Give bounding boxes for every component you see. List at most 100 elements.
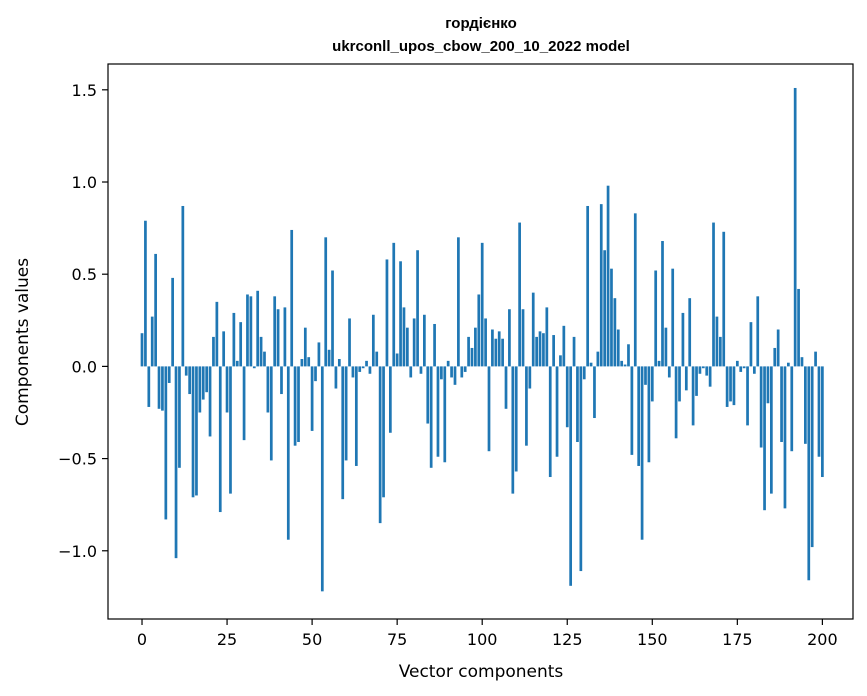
bar-9 bbox=[171, 277, 174, 367]
y-axis-label: Components values bbox=[13, 258, 33, 426]
bar-127 bbox=[572, 336, 576, 367]
bar-144 bbox=[630, 366, 634, 455]
bar-67 bbox=[368, 366, 372, 374]
chart-title-line2: ukrconll_upos_cbow_200_10_2022 model bbox=[332, 38, 630, 55]
bar-189 bbox=[783, 366, 787, 509]
bar-166 bbox=[705, 366, 709, 376]
bar-193 bbox=[797, 288, 800, 367]
bar-150 bbox=[650, 366, 654, 402]
bar-7 bbox=[164, 366, 168, 520]
bar-174 bbox=[732, 366, 736, 406]
bar-2 bbox=[147, 366, 151, 407]
bar-177 bbox=[742, 366, 746, 369]
y-tick-label: −1.0 bbox=[58, 542, 97, 561]
bar-30 bbox=[242, 366, 246, 441]
bar-109 bbox=[511, 366, 515, 494]
bar-65 bbox=[361, 366, 365, 369]
bar-34 bbox=[256, 290, 260, 367]
y-axis-ticks: −1.0 −0.5 0.0 0.5 1.0 1.5 bbox=[58, 81, 108, 561]
bar-125 bbox=[565, 366, 569, 428]
plot-frame bbox=[107, 63, 854, 620]
bar-163 bbox=[695, 366, 698, 396]
bar-99 bbox=[477, 294, 481, 367]
bar-11 bbox=[178, 366, 181, 468]
bar-173 bbox=[729, 366, 732, 402]
bar-57 bbox=[334, 366, 338, 389]
x-axis-ticks: 0 25 50 75 100 125 150 175 200 bbox=[137, 619, 838, 649]
bar-85 bbox=[429, 366, 433, 468]
bar-116 bbox=[535, 336, 538, 367]
bar-132 bbox=[589, 362, 593, 367]
bar-18 bbox=[201, 366, 205, 400]
bar-188 bbox=[780, 366, 783, 442]
bar-55 bbox=[327, 349, 331, 367]
bar-131 bbox=[586, 205, 590, 367]
bar-98 bbox=[474, 327, 477, 367]
bar-71 bbox=[382, 366, 385, 498]
bar-1 bbox=[144, 220, 147, 367]
bar-42 bbox=[283, 307, 287, 367]
bar-12 bbox=[181, 205, 185, 367]
bar-200 bbox=[821, 366, 824, 478]
bar-130 bbox=[582, 366, 586, 380]
bar-77 bbox=[402, 307, 406, 367]
bar-56 bbox=[331, 270, 334, 367]
bar-88 bbox=[440, 366, 443, 380]
bar-199 bbox=[817, 366, 821, 457]
bar-59 bbox=[341, 366, 345, 500]
bar-170 bbox=[718, 336, 722, 367]
bar-90 bbox=[446, 360, 450, 367]
bar-81 bbox=[416, 250, 419, 367]
bar-10 bbox=[174, 366, 178, 559]
bar-86 bbox=[433, 323, 436, 367]
bar-129 bbox=[579, 366, 583, 572]
y-tick-label: 1.0 bbox=[72, 173, 97, 192]
x-tick-label: 100 bbox=[467, 630, 498, 649]
bar-168 bbox=[712, 222, 715, 367]
bar-51 bbox=[314, 366, 317, 382]
bar-61 bbox=[348, 318, 351, 367]
bar-68 bbox=[371, 314, 375, 367]
bar-169 bbox=[715, 316, 719, 367]
bar-107 bbox=[504, 366, 508, 409]
bar-79 bbox=[409, 366, 413, 378]
bar-54 bbox=[324, 237, 328, 367]
bar-33 bbox=[252, 366, 256, 369]
bar-111 bbox=[518, 222, 521, 367]
x-tick-label: 150 bbox=[637, 630, 668, 649]
bar-78 bbox=[406, 327, 409, 367]
bar-108 bbox=[508, 309, 511, 367]
x-tick-label: 200 bbox=[807, 630, 838, 649]
bar-72 bbox=[385, 259, 389, 367]
bar-192 bbox=[793, 87, 797, 367]
bar-49 bbox=[307, 357, 311, 367]
bar-104 bbox=[494, 338, 498, 367]
bar-41 bbox=[280, 366, 283, 395]
bar-112 bbox=[521, 309, 525, 367]
bar-19 bbox=[205, 366, 209, 393]
bar-141 bbox=[620, 360, 624, 367]
bar-26 bbox=[229, 366, 232, 494]
bar-84 bbox=[426, 366, 430, 424]
bar-178 bbox=[746, 366, 749, 426]
bar-167 bbox=[708, 366, 712, 387]
bar-121 bbox=[552, 335, 555, 367]
bar-194 bbox=[800, 357, 804, 367]
bar-73 bbox=[388, 366, 392, 433]
bar-171 bbox=[722, 231, 726, 367]
bar-164 bbox=[698, 366, 702, 374]
bar-52 bbox=[317, 342, 321, 367]
chart-title-line1: гордієнко bbox=[445, 15, 517, 32]
bars-group bbox=[140, 87, 824, 592]
bar-172 bbox=[725, 366, 729, 407]
bar-134 bbox=[596, 351, 600, 367]
bar-100 bbox=[480, 242, 484, 367]
bar-183 bbox=[763, 366, 766, 511]
bar-181 bbox=[756, 296, 760, 367]
bar-24 bbox=[222, 331, 226, 367]
y-tick-label: −0.5 bbox=[58, 450, 97, 469]
bar-50 bbox=[310, 366, 314, 431]
bar-45 bbox=[293, 366, 297, 446]
bar-47 bbox=[300, 359, 304, 367]
bar-92 bbox=[453, 366, 457, 385]
